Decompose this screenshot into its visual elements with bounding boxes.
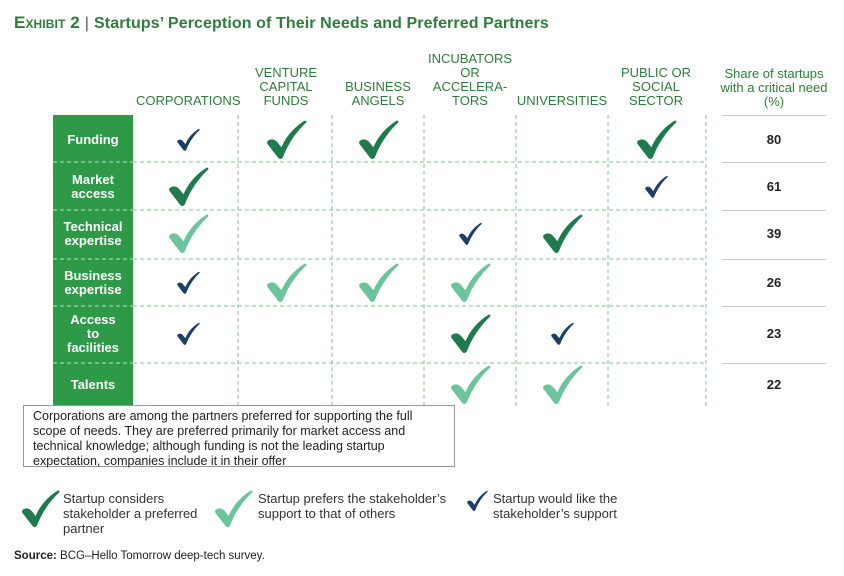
row-label-line: expertise [64,282,122,297]
column-header: BUSINESS ANGELS [326,80,430,108]
preferred-partner-check-icon [22,490,60,528]
column-header-line: PUBLIC OR [620,65,692,80]
column-header: UNIVERSITIES [510,94,614,108]
title-text: Startups’ Perception of Their Needs and … [94,15,549,32]
column-header-line: CORPORATIONS [136,93,241,108]
row-label-line: to [86,326,100,341]
share-rule [722,306,826,307]
column-header: CORPORATIONS [136,93,241,108]
source-label: Source: [14,550,57,562]
share-rule [722,259,826,260]
row-label-line: facilities [66,340,120,355]
share-value: 61 [766,179,782,194]
share-rule [722,363,826,364]
row-label: Market access [53,173,133,201]
preferred-partner-check-icon [637,120,677,160]
column-header-line: INCUBATORS [427,51,513,66]
legend-swatch [215,490,253,528]
callout-annotation: Corporations are among the partners pref… [23,405,455,468]
preferred-partner-check-icon [359,120,399,160]
column-header-line: SOCIAL [632,79,680,94]
column-header: INCUBATORS OR ACCELERA- TORS [418,52,522,108]
share-value: 39 [766,226,782,241]
would-like-support-check-icon [467,490,488,511]
column-header-line: SECTOR [629,93,683,108]
row-label: Talents [53,378,133,392]
would-like-support-check-icon [645,175,668,198]
would-like-support-check-icon [551,322,574,345]
column-header-line: ANGELS [351,93,405,108]
row-label-line: Talents [70,377,116,392]
row-label: Business expertise [53,269,133,297]
row-label-line: Business [64,268,122,283]
row-label: Technical expertise [53,220,133,248]
legend-swatch [22,490,60,528]
row-label-line: expertise [64,233,122,248]
prefers-support-check-icon [451,263,491,303]
exhibit-number: Exhibit 2 [14,13,80,32]
prefers-support-check-icon [451,365,491,405]
share-rule [722,115,826,116]
legend-swatch [467,490,488,511]
column-header-line: VENTURE [254,65,318,80]
would-like-support-check-icon [177,271,200,294]
row-label-line: Access [70,312,116,327]
row-label: Access to facilities [53,313,133,355]
preferred-partner-check-icon [451,314,491,354]
legend-label: Startup prefers the stakeholder’s suppor… [258,491,447,521]
legend-label: Startup would like the stakeholder’s sup… [493,491,618,521]
preferred-partner-check-icon [169,167,209,207]
prefers-support-check-icon [215,490,253,528]
share-rule [722,162,826,163]
prefers-support-check-icon [543,365,583,405]
share-value: 22 [766,377,782,392]
exhibit-title: Exhibit 2 | Startups’ Perception of Their … [14,13,549,33]
column-header-line: TORS [452,93,488,108]
would-like-support-check-icon [459,222,482,245]
source-note: Source: BCG–Hello Tomorrow deep-tech sur… [14,550,265,562]
column-header-line: CAPITAL [259,79,313,94]
prefers-support-check-icon [169,214,209,254]
share-header: Share of startups with a critical need (… [720,66,828,109]
column-header-line: ACCELERA- [432,79,508,94]
would-like-support-check-icon [177,128,200,151]
prefers-support-check-icon [359,263,399,303]
row-label: Funding [53,133,133,147]
column-header-line: FUNDS [263,93,309,108]
column-header-line: BUSINESS [345,79,411,94]
share-value: 80 [766,132,782,147]
share-value: 23 [766,326,782,341]
column-header-line: UNIVERSITIES [516,93,608,108]
column-header: PUBLIC OR SOCIAL SECTOR [604,66,708,108]
row-label-line: Market [72,172,114,187]
share-rule [722,210,826,211]
source-text: BCG–Hello Tomorrow deep-tech survey. [60,550,265,562]
prefers-support-check-icon [267,263,307,303]
title-separator: | [84,15,90,32]
row-label-line: Technical [63,219,123,234]
column-header-line: OR [460,65,480,80]
row-label-line: Funding [67,132,119,147]
row-label-line: access [71,186,115,201]
share-value: 26 [766,275,782,290]
row-label-band [53,115,133,407]
preferred-partner-check-icon [543,214,583,254]
would-like-support-check-icon [177,322,200,345]
legend-label: Startup considers stakeholder a preferre… [63,491,198,536]
preferred-partner-check-icon [267,120,307,160]
column-header: VENTURE CAPITAL FUNDS [234,66,338,108]
